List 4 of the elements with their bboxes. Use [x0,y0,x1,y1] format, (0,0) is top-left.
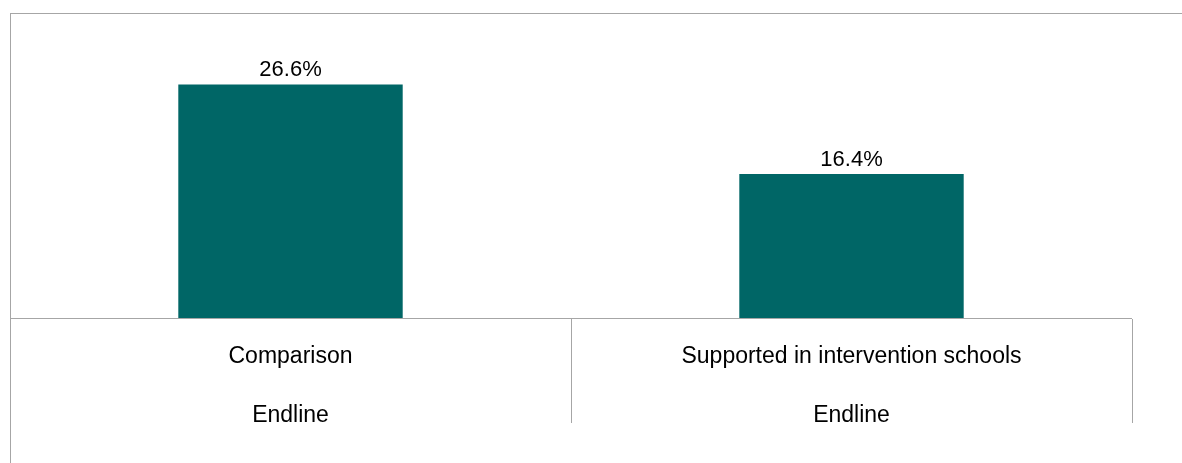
category-label: Comparison Endline [228,341,353,428]
data-label: 16.4% [820,145,883,171]
category-label: Supported in intervention schools Endline [681,341,1022,428]
data-label: 26.6% [259,56,322,82]
